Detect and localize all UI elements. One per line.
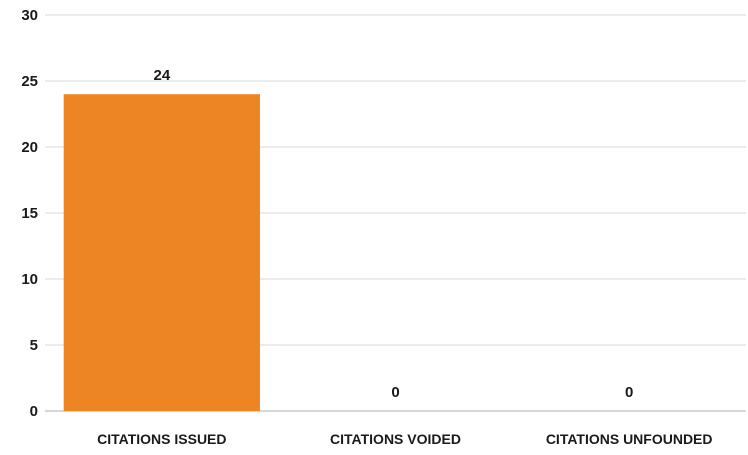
data-label-2: 0 — [625, 384, 633, 401]
data-label-1: 0 — [391, 384, 399, 401]
data-label-0: 24 — [153, 67, 170, 84]
category-label-2: CITATIONS UNFOUNDED — [546, 431, 713, 447]
category-label-0: CITATIONS ISSUED — [97, 431, 226, 447]
y-tick-label: 20 — [21, 139, 38, 156]
bar-0 — [63, 94, 260, 411]
y-tick-label: 15 — [21, 205, 38, 222]
data-labels: 24 0 0 — [153, 67, 633, 401]
y-tick-label: 25 — [21, 73, 38, 90]
y-axis-ticks: 0 5 10 15 20 25 30 — [21, 7, 38, 420]
y-tick-label: 5 — [30, 337, 38, 354]
y-tick-label: 30 — [21, 7, 38, 24]
x-axis-labels: CITATIONS ISSUED CITATIONS VOIDED CITATION… — [97, 431, 712, 447]
bars — [63, 94, 260, 411]
y-tick-label: 10 — [21, 271, 38, 288]
y-tick-label: 0 — [30, 403, 38, 420]
category-label-1: CITATIONS VOIDED — [330, 431, 461, 447]
